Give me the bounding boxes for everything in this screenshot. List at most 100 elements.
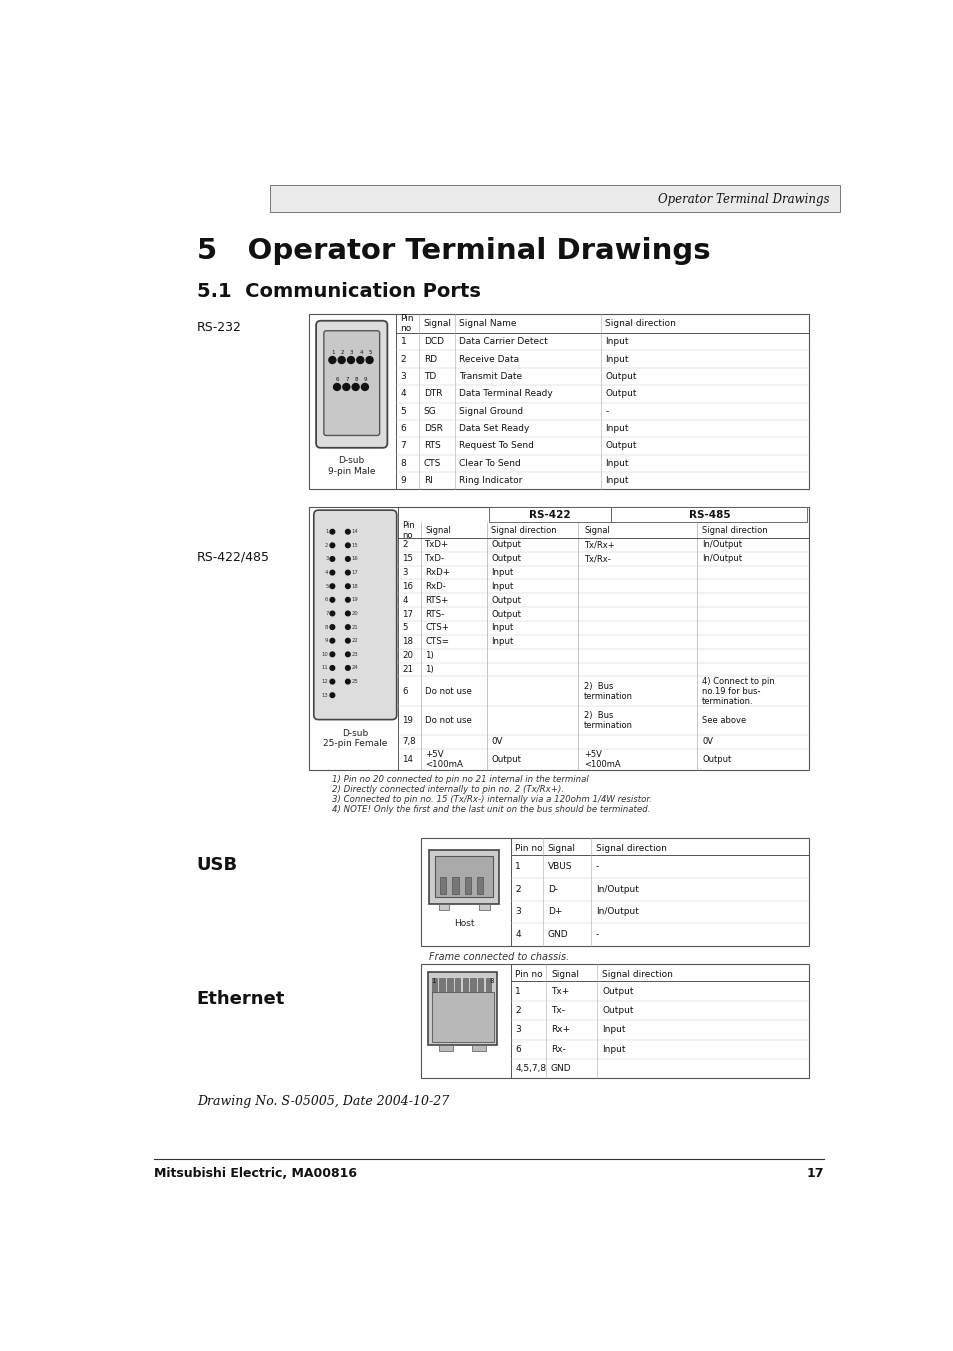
Text: 15: 15 bbox=[402, 554, 413, 563]
Text: Output: Output bbox=[604, 389, 636, 399]
Text: 17: 17 bbox=[402, 609, 413, 619]
Text: CTS=: CTS= bbox=[425, 638, 449, 646]
Text: 18: 18 bbox=[402, 638, 413, 646]
Text: Transmit Date: Transmit Date bbox=[459, 372, 522, 381]
Text: In/Output: In/Output bbox=[596, 908, 639, 916]
Text: Input: Input bbox=[604, 338, 628, 346]
Bar bbox=[488, 507, 611, 523]
Text: TxD+: TxD+ bbox=[425, 540, 449, 550]
Text: 11: 11 bbox=[321, 666, 328, 670]
Text: 4: 4 bbox=[400, 389, 406, 399]
Circle shape bbox=[345, 557, 350, 561]
Text: GND: GND bbox=[547, 929, 568, 939]
Text: -: - bbox=[596, 929, 598, 939]
Text: D-sub
25-pin Female: D-sub 25-pin Female bbox=[323, 728, 387, 748]
Bar bbox=[485, 978, 491, 994]
Text: VBUS: VBUS bbox=[547, 862, 572, 871]
Bar bbox=[429, 850, 498, 904]
Text: RTS: RTS bbox=[423, 442, 440, 450]
Text: 7: 7 bbox=[325, 611, 328, 616]
Text: Input: Input bbox=[604, 354, 628, 363]
Text: See above: See above bbox=[701, 716, 745, 725]
Bar bbox=[462, 978, 468, 994]
Text: Pin
no: Pin no bbox=[400, 315, 414, 334]
FancyBboxPatch shape bbox=[314, 511, 396, 720]
Text: In/Output: In/Output bbox=[701, 540, 741, 550]
Text: 2: 2 bbox=[515, 885, 520, 894]
Text: Host: Host bbox=[454, 919, 474, 928]
Text: 1: 1 bbox=[431, 978, 435, 985]
Text: 12: 12 bbox=[321, 680, 328, 684]
Text: 21: 21 bbox=[402, 665, 413, 674]
Text: Output: Output bbox=[701, 755, 731, 765]
Text: 5: 5 bbox=[400, 407, 406, 416]
Bar bbox=[270, 185, 840, 212]
Text: 1): 1) bbox=[425, 651, 434, 661]
Circle shape bbox=[345, 680, 350, 684]
Bar bbox=[427, 973, 497, 1046]
Circle shape bbox=[330, 693, 335, 697]
Text: 2)  Bus
termination: 2) Bus termination bbox=[583, 682, 633, 701]
Bar bbox=[309, 313, 808, 489]
Text: 8: 8 bbox=[325, 624, 328, 630]
Circle shape bbox=[330, 666, 335, 670]
Circle shape bbox=[337, 357, 345, 363]
Text: 2) Directly connected internally to pin no. 2 (Tx/Rx+).: 2) Directly connected internally to pin … bbox=[332, 785, 564, 794]
Circle shape bbox=[356, 357, 363, 363]
Text: Signal: Signal bbox=[583, 526, 610, 535]
Circle shape bbox=[330, 611, 335, 616]
Text: 4,5,7,8: 4,5,7,8 bbox=[515, 1065, 546, 1073]
Text: Output: Output bbox=[491, 540, 520, 550]
Circle shape bbox=[342, 384, 350, 390]
Text: TxD-: TxD- bbox=[425, 554, 445, 563]
Text: 4: 4 bbox=[402, 596, 407, 605]
Text: 23: 23 bbox=[352, 651, 358, 657]
Bar bbox=[439, 877, 446, 894]
Bar bbox=[478, 904, 489, 909]
Text: Signal: Signal bbox=[550, 970, 578, 979]
Text: RI: RI bbox=[423, 476, 433, 485]
Text: 10: 10 bbox=[321, 651, 328, 657]
Circle shape bbox=[330, 584, 335, 589]
Text: Input: Input bbox=[491, 623, 513, 632]
Bar bbox=[438, 904, 449, 909]
Text: 0V: 0V bbox=[701, 738, 712, 747]
Text: 4: 4 bbox=[515, 929, 520, 939]
Text: 24: 24 bbox=[352, 666, 358, 670]
Text: 2: 2 bbox=[325, 543, 328, 549]
Text: Output: Output bbox=[601, 1006, 633, 1015]
Circle shape bbox=[334, 384, 340, 390]
Text: In/Output: In/Output bbox=[701, 554, 741, 563]
Text: Data Carrier Detect: Data Carrier Detect bbox=[459, 338, 548, 346]
Bar bbox=[455, 978, 459, 994]
Text: 2: 2 bbox=[340, 350, 344, 355]
Text: 15: 15 bbox=[352, 543, 358, 549]
Text: RD: RD bbox=[423, 354, 436, 363]
Text: 8: 8 bbox=[400, 459, 406, 467]
Text: Pin
no: Pin no bbox=[402, 521, 415, 539]
Text: 1: 1 bbox=[325, 530, 328, 534]
Text: -: - bbox=[596, 862, 598, 871]
Text: 8: 8 bbox=[489, 978, 494, 985]
FancyBboxPatch shape bbox=[323, 331, 379, 435]
Text: CTS: CTS bbox=[423, 459, 440, 467]
Text: Output: Output bbox=[491, 609, 520, 619]
Text: 6: 6 bbox=[402, 686, 407, 696]
Text: RS-422: RS-422 bbox=[529, 509, 570, 520]
Text: Tx+: Tx+ bbox=[550, 986, 569, 996]
Text: Frame connected to chassis.: Frame connected to chassis. bbox=[429, 951, 569, 962]
Circle shape bbox=[361, 384, 368, 390]
Text: Tx/Rx-: Tx/Rx- bbox=[583, 554, 610, 563]
Text: 19: 19 bbox=[352, 597, 358, 603]
Text: DTR: DTR bbox=[423, 389, 442, 399]
Text: Output: Output bbox=[604, 442, 636, 450]
Text: Input: Input bbox=[491, 638, 513, 646]
Text: 5: 5 bbox=[402, 623, 407, 632]
Text: DCD: DCD bbox=[423, 338, 443, 346]
Text: Signal Ground: Signal Ground bbox=[459, 407, 523, 416]
Text: 3: 3 bbox=[515, 1025, 520, 1035]
Text: 3: 3 bbox=[400, 372, 406, 381]
Text: 25: 25 bbox=[352, 680, 358, 684]
Bar bbox=[452, 877, 458, 894]
Bar bbox=[611, 507, 806, 523]
